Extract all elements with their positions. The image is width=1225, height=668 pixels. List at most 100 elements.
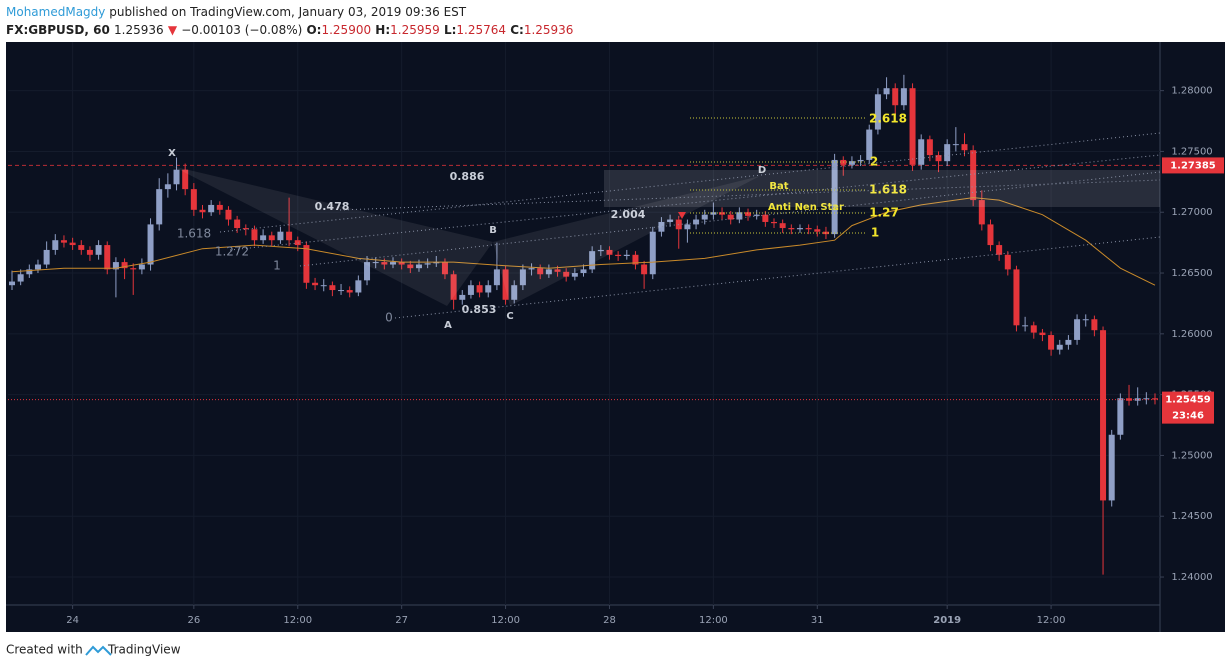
y-tick-label: 1.26500 <box>1171 268 1212 279</box>
candle-body <box>874 94 881 130</box>
candle-body <box>693 219 700 225</box>
candle-body <box>1143 398 1150 400</box>
candle-body <box>1091 319 1098 331</box>
candle-body <box>771 221 777 224</box>
candle-body <box>892 88 899 106</box>
last: 1.25936 <box>114 23 164 37</box>
prz-box <box>604 170 1160 207</box>
candle-body <box>130 268 137 270</box>
candle-body <box>606 249 613 255</box>
l-label: L: <box>444 23 456 37</box>
candle-body <box>303 245 310 283</box>
candle-body <box>17 274 24 282</box>
candle-body <box>251 229 258 241</box>
candle-body <box>701 214 708 220</box>
candle-body <box>260 235 267 241</box>
candle-body <box>277 231 284 241</box>
symbol: FX:GBPUSD, 60 <box>6 23 110 37</box>
candle-body <box>554 269 561 272</box>
candle-body <box>831 159 838 235</box>
y-tick-label: 1.27000 <box>1171 207 1212 218</box>
candle-body <box>762 214 769 222</box>
candle-body <box>597 249 604 252</box>
candle-body <box>537 268 544 275</box>
candle-body <box>43 249 50 265</box>
x-tick-label: 2019 <box>933 615 961 626</box>
signal-arrow <box>678 212 686 219</box>
candle-body <box>1152 398 1158 400</box>
candle-body <box>1030 325 1037 333</box>
candle-body <box>848 161 855 165</box>
candle-body <box>900 88 907 106</box>
candle-body <box>615 254 622 257</box>
candle-body <box>286 231 293 241</box>
candle-body <box>952 144 959 146</box>
candle-body <box>112 262 119 270</box>
candle-body <box>450 274 457 300</box>
annotation: 1 <box>273 259 281 273</box>
candle-body <box>944 144 951 162</box>
candle-body <box>173 169 180 185</box>
candle-body <box>1048 335 1055 350</box>
candle-body <box>779 223 786 229</box>
candle-body <box>355 280 362 293</box>
x-tick-label: 26 <box>187 615 200 626</box>
moving-average <box>11 197 1156 286</box>
candle-body <box>433 262 440 264</box>
c-label: C: <box>510 23 524 37</box>
x-tick-label: 12:00 <box>1037 615 1066 626</box>
candle-body <box>528 268 535 270</box>
candle-body <box>476 285 483 293</box>
candle-body <box>727 214 734 220</box>
candle-body <box>788 228 795 230</box>
candle-body <box>519 269 526 286</box>
candle-body <box>26 269 33 275</box>
candle-body <box>312 282 319 286</box>
candle-body <box>926 139 933 156</box>
x-tick-label: 27 <box>395 615 408 626</box>
candle-body <box>329 285 336 291</box>
last-price-label: 1.25459 <box>1165 395 1211 406</box>
candle-body <box>390 262 396 265</box>
o-label: O: <box>306 23 321 37</box>
x-tick-label: 12:00 <box>283 615 312 626</box>
candle-body <box>86 249 93 255</box>
annotation: Anti Nen Star <box>768 202 844 213</box>
annotation: 2.618 <box>869 112 907 126</box>
x-tick-label: 24 <box>66 615 79 626</box>
candle-body <box>415 264 422 269</box>
countdown: 23:46 <box>1172 411 1204 422</box>
candle-body <box>1117 398 1124 435</box>
y-tick-label: 1.25000 <box>1171 450 1212 461</box>
chart-background <box>6 42 1225 632</box>
author[interactable]: MohamedMagdy <box>6 5 105 19</box>
candle-body <box>1100 330 1107 501</box>
footer-brand[interactable]: TradingView <box>107 643 181 657</box>
annotation: 2 <box>870 155 878 169</box>
candle-body <box>338 290 345 292</box>
candle-body <box>156 189 163 225</box>
candle-body <box>104 245 111 270</box>
y-tick-label: 1.24500 <box>1171 511 1212 522</box>
candle-body <box>745 212 752 216</box>
candle-body <box>34 264 41 270</box>
candle-body <box>511 285 518 300</box>
candle-body <box>407 264 414 269</box>
candle-body <box>814 229 821 232</box>
candle-body <box>866 129 873 160</box>
candle-body <box>710 212 717 215</box>
candle-body <box>1039 332 1046 336</box>
candle-body <box>649 231 656 275</box>
channel-line <box>394 236 1161 319</box>
price-line-label: 1.27385 <box>1170 160 1216 171</box>
channel-line <box>299 171 1161 267</box>
annotation: C <box>506 311 513 322</box>
candle-body <box>95 245 102 255</box>
candle-body <box>121 262 128 269</box>
annotation: 2.004 <box>611 208 646 221</box>
header-line: MohamedMagdy published on TradingView.co… <box>6 5 467 19</box>
footer-created: Created with <box>6 643 83 657</box>
candle-body <box>1126 398 1133 401</box>
candle-body <box>182 169 189 190</box>
